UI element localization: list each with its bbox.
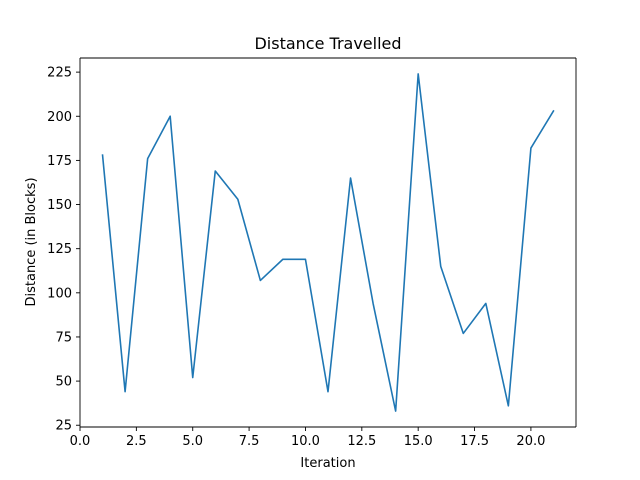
x-axis-label: Iteration [300, 456, 355, 471]
y-tick-label: 75 [55, 330, 72, 345]
plot-background [80, 58, 576, 427]
x-tick-label: 15.0 [404, 434, 433, 449]
series-line-0 [101, 73, 555, 412]
x-tick-label: 12.5 [347, 434, 376, 449]
x-tick-label: 10.0 [291, 434, 320, 449]
y-tick-label: 225 [47, 66, 72, 81]
y-tick-label: 100 [47, 286, 72, 301]
x-tick-label: 5.0 [182, 434, 203, 449]
y-tick-label: 200 [47, 110, 72, 125]
chart-title: Distance Travelled [254, 34, 401, 53]
plot-area: 0.0 2.5 5.0 7.5 10.0 12.5 15.0 17.5 20.0 25 50 75 10… [47, 57, 577, 449]
y-tick-label: 25 [55, 419, 72, 434]
x-tick-label: 2.5 [126, 434, 147, 449]
y-tick-label: 125 [47, 242, 72, 257]
x-tick-label: 0.0 [70, 434, 91, 449]
y-tick-label: 175 [47, 154, 72, 169]
y-axis-label: Distance (in Blocks) [24, 177, 39, 306]
x-tick-label: 17.5 [460, 434, 489, 449]
y-tick-label: 150 [47, 198, 72, 213]
y-tick-label: 50 [55, 375, 72, 390]
x-tick-label: 7.5 [239, 434, 260, 449]
x-tick-label: 20.0 [516, 434, 545, 449]
